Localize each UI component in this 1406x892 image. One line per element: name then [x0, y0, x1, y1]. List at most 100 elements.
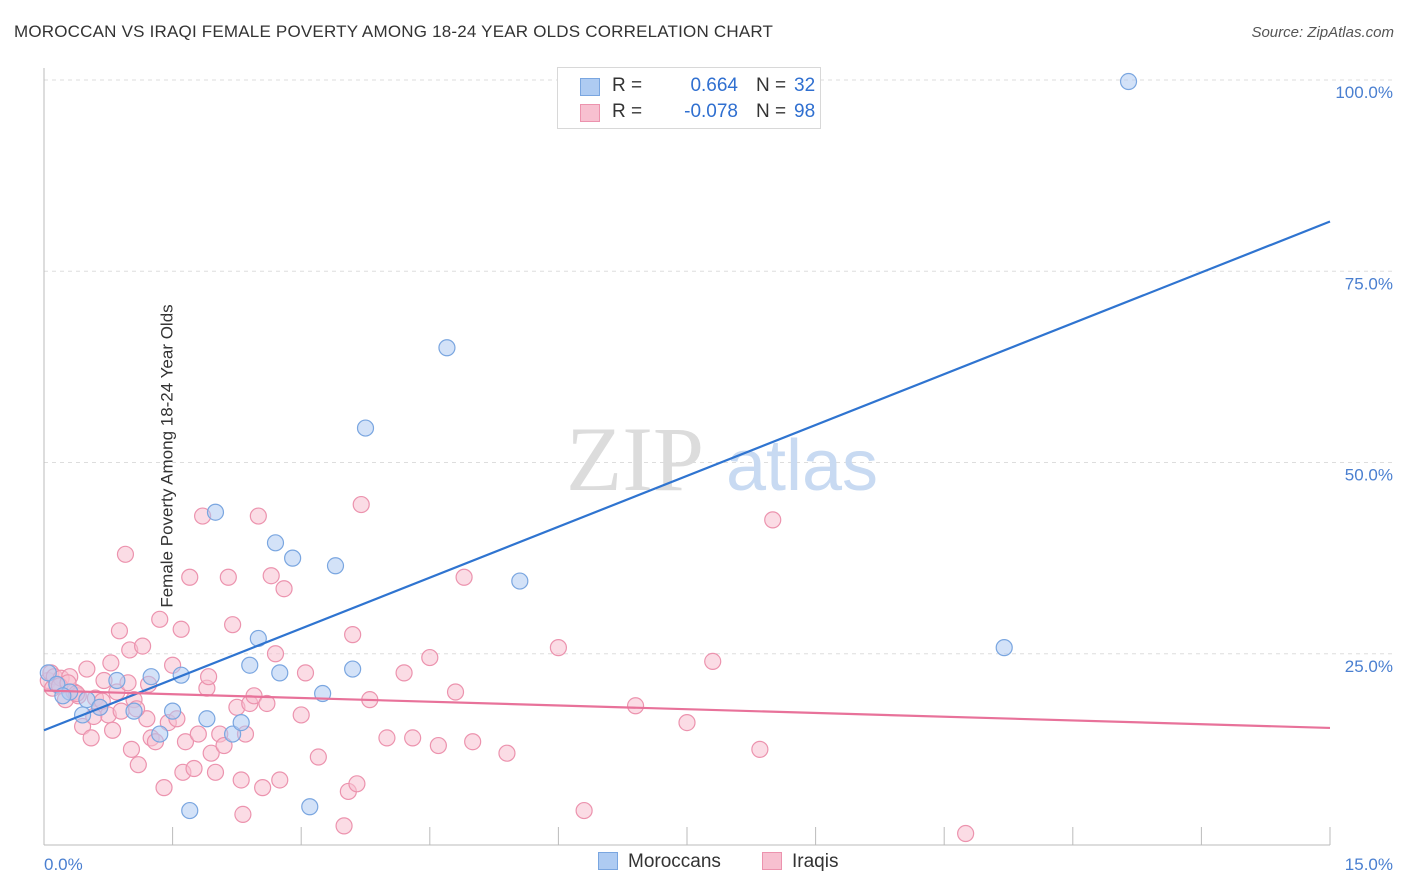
iraqi-point: [133, 637, 152, 655]
iraqi-point: [234, 805, 252, 824]
x-tick-label: 0.0%: [44, 855, 83, 874]
iraqi-point: [215, 736, 233, 755]
watermark-zip: ZIP: [566, 408, 704, 510]
stats-legend: R = 0.664 N = 32 R = -0.078 N = 98: [557, 67, 821, 129]
iraqi-point: [151, 610, 169, 628]
iraqi-point: [464, 733, 482, 751]
moroccan-point: [206, 503, 225, 521]
iraqi-point: [258, 694, 276, 713]
r-value: -0.078: [684, 101, 738, 122]
watermark-atlas: atlas: [726, 426, 878, 506]
points-layer: [39, 72, 1138, 843]
moroccan-point: [39, 664, 57, 682]
iraqi-point: [309, 748, 327, 766]
moroccan-point: [164, 702, 182, 720]
moroccans-swatch: [580, 78, 600, 96]
moroccan-point: [284, 549, 302, 567]
iraqi-point: [82, 729, 100, 747]
iraqi-point: [404, 729, 422, 747]
iraqi-point: [378, 729, 396, 747]
iraqi-point: [549, 639, 568, 657]
iraqi-point: [129, 756, 147, 774]
y-tick-label: 25.0%: [1345, 657, 1393, 676]
n-label: N =: [756, 75, 787, 96]
iraqi-point: [446, 683, 465, 701]
legend-item-iraqis[interactable]: Iraqis: [762, 851, 838, 873]
r-label: R =: [612, 75, 643, 96]
moroccan-point: [326, 557, 345, 575]
iraqi-point: [219, 568, 237, 586]
iraqi-point: [262, 567, 280, 585]
iraqi-point: [352, 495, 370, 514]
iraqi-point: [957, 824, 975, 843]
iraqi-point: [271, 771, 289, 789]
iraqi-point: [455, 568, 473, 586]
iraqi-point: [429, 736, 447, 755]
iraqi-point: [200, 668, 218, 686]
iraqi-point: [189, 725, 207, 743]
y-axis-label: Female Poverty Among 18-24 Year Olds: [157, 304, 177, 608]
moroccan-point: [995, 639, 1013, 657]
r-label: R =: [612, 101, 643, 122]
moroccan-point: [125, 702, 143, 720]
n-value: 98: [794, 101, 816, 122]
iraqi-point: [102, 654, 120, 672]
moroccan-point: [1119, 72, 1138, 91]
moroccan-point: [151, 725, 169, 743]
r-value: 0.664: [690, 75, 738, 96]
iraqi-point: [421, 648, 439, 667]
iraqis-swatch: [580, 104, 600, 122]
iraqi-point: [155, 779, 173, 797]
moroccan-point: [438, 339, 456, 357]
grid-layer: [44, 79, 1395, 655]
y-tick-label: 50.0%: [1345, 466, 1393, 485]
iraqi-point: [185, 759, 203, 778]
moroccan-point: [511, 572, 529, 590]
moroccan-point: [224, 725, 242, 743]
iraqi-point: [626, 697, 645, 715]
iraqi-point: [172, 620, 190, 638]
moroccan-point: [232, 713, 250, 732]
chart-title: MOROCCAN VS IRAQI FEMALE POVERTY AMONG 1…: [14, 22, 774, 41]
iraqi-point: [575, 801, 593, 820]
iraqi-point: [254, 779, 272, 797]
iraqi-point: [138, 710, 156, 728]
iraqi-point: [395, 664, 413, 682]
iraqi-point: [348, 775, 366, 793]
source-label: Source: ZipAtlas.com: [1251, 24, 1394, 41]
y-tick-label: 100.0%: [1335, 83, 1393, 102]
moroccans-legend-swatch: [598, 852, 618, 870]
iraqi-point: [296, 664, 315, 682]
iraqi-point: [266, 645, 285, 663]
iraqi-point: [110, 622, 129, 640]
moroccan-point: [142, 668, 160, 686]
moroccan-point: [198, 710, 216, 728]
iraqi-point: [116, 545, 135, 563]
iraqi-point: [122, 740, 141, 758]
iraqi-point: [498, 744, 516, 762]
iraqi-point: [176, 733, 195, 751]
legend-label-moroccans: Moroccans: [628, 851, 721, 872]
moroccan-point: [266, 534, 285, 552]
moroccan-point: [356, 419, 375, 437]
iraqi-point: [344, 626, 362, 644]
iraqi-point: [181, 568, 199, 586]
tick-label-layer: 100.0% 75.0% 50.0% 25.0% 0.0% 15.0%: [44, 83, 1393, 874]
moroccan-point: [271, 664, 289, 682]
n-value: 32: [794, 75, 816, 96]
iraqi-point: [249, 507, 267, 525]
x-tick-label: 15.0%: [1345, 855, 1393, 874]
iraqi-point: [751, 740, 769, 758]
iraqis-trend-line: [43, 689, 1331, 730]
moroccans-trend-line: [43, 220, 1331, 732]
trend-layer: [43, 220, 1331, 732]
moroccan-point: [181, 801, 199, 820]
iraqi-point: [764, 511, 782, 529]
iraqis-legend-swatch: [762, 852, 782, 870]
iraqi-point: [292, 706, 310, 724]
legend-item-moroccans[interactable]: Moroccans: [598, 851, 721, 873]
iraqi-point: [224, 616, 242, 634]
iraqi-point: [232, 771, 250, 789]
iraqi-point: [206, 763, 225, 781]
